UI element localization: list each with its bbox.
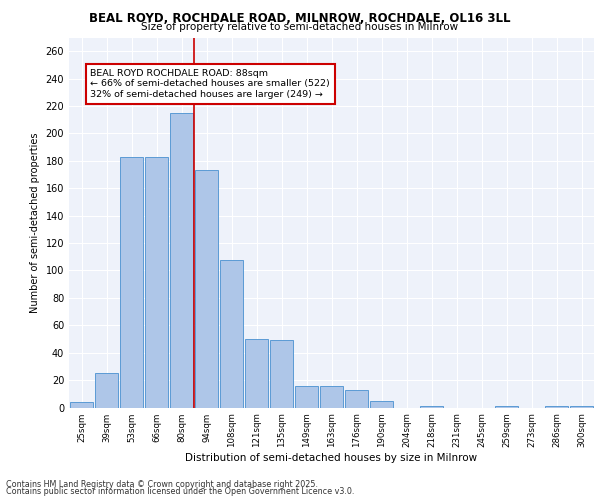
Bar [220,260,243,408]
Bar [95,373,118,408]
Text: BEAL ROYD, ROCHDALE ROAD, MILNROW, ROCHDALE, OL16 3LL: BEAL ROYD, ROCHDALE ROAD, MILNROW, ROCHD… [89,12,511,26]
Bar [270,340,293,407]
Bar [245,339,268,407]
Bar [70,402,93,407]
Text: Contains public sector information licensed under the Open Government Licence v3: Contains public sector information licen… [6,487,355,496]
Bar [570,406,593,407]
Bar [295,386,318,407]
Bar [545,406,568,407]
Y-axis label: Number of semi-detached properties: Number of semi-detached properties [30,132,40,313]
Bar [370,400,393,407]
Bar [145,156,168,408]
Bar [495,406,518,407]
Bar [345,390,368,407]
Bar [195,170,218,408]
Bar [320,386,343,407]
Bar [420,406,443,407]
Text: Size of property relative to semi-detached houses in Milnrow: Size of property relative to semi-detach… [142,22,458,32]
Bar [120,156,143,408]
Text: Contains HM Land Registry data © Crown copyright and database right 2025.: Contains HM Land Registry data © Crown c… [6,480,318,489]
X-axis label: Distribution of semi-detached houses by size in Milnrow: Distribution of semi-detached houses by … [185,453,478,463]
Bar [170,113,193,408]
Text: BEAL ROYD ROCHDALE ROAD: 88sqm
← 66% of semi-detached houses are smaller (522)
3: BEAL ROYD ROCHDALE ROAD: 88sqm ← 66% of … [90,69,330,99]
